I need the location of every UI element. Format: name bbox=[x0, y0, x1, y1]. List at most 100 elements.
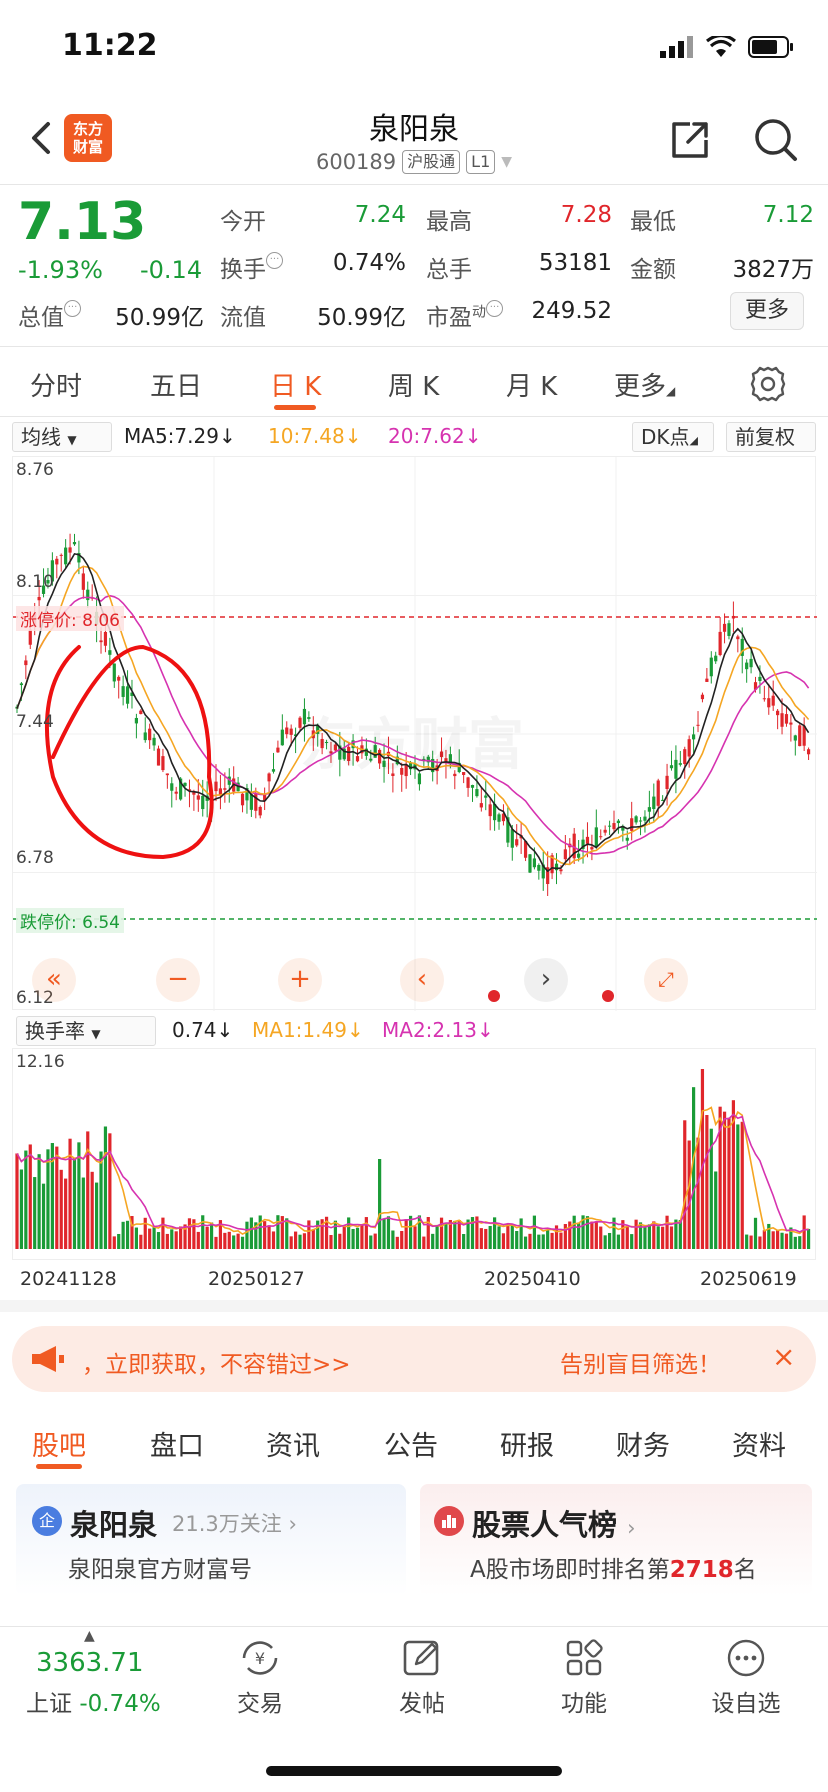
candle-body bbox=[156, 748, 161, 766]
candle-body bbox=[638, 820, 643, 822]
fullscreen-button[interactable]: ⤢ bbox=[644, 958, 688, 1002]
candle-body bbox=[722, 623, 727, 632]
tab-notice[interactable]: 公告 bbox=[384, 1431, 438, 1462]
settings-gear-icon[interactable] bbox=[748, 364, 788, 404]
banner-right-text[interactable]: 告别盲目筛选！ bbox=[560, 1352, 721, 1378]
tab-more[interactable]: 更多◢ bbox=[614, 366, 675, 403]
index-row[interactable]: 上证 -0.74% bbox=[26, 1684, 161, 1718]
company-card-subtitle: 泉阳泉官方财富号 bbox=[68, 1557, 252, 1583]
candle-body bbox=[599, 836, 603, 838]
indicator-selector[interactable]: 换手率 ▼ bbox=[16, 1016, 156, 1046]
volume-bar bbox=[493, 1217, 497, 1249]
candle-body bbox=[550, 855, 554, 874]
post-edit-icon[interactable] bbox=[400, 1636, 444, 1680]
volume-chart[interactable] bbox=[12, 1048, 816, 1260]
function-grid-icon[interactable] bbox=[562, 1636, 606, 1680]
rank-suffix: 名 bbox=[733, 1557, 757, 1583]
candle-body bbox=[249, 794, 253, 810]
volume-bar bbox=[55, 1146, 59, 1249]
caret-down-icon[interactable]: ▼ bbox=[501, 154, 513, 170]
volume-bar bbox=[125, 1220, 130, 1249]
mktcap-label[interactable]: 总值 ··· bbox=[18, 298, 81, 332]
last-price: 7.13 bbox=[18, 192, 147, 252]
company-card[interactable] bbox=[16, 1484, 406, 1596]
event-dot[interactable] bbox=[488, 990, 500, 1002]
back-icon[interactable] bbox=[22, 118, 62, 158]
volume-bar bbox=[656, 1226, 660, 1249]
candle-body bbox=[453, 773, 457, 777]
tab-weekly-k[interactable]: 周 K bbox=[388, 372, 440, 402]
candle-body bbox=[422, 758, 426, 761]
vol-ma2-line bbox=[16, 1113, 809, 1233]
nav-post[interactable]: 发帖 bbox=[399, 1691, 445, 1717]
adjust-button[interactable]: 前复权 bbox=[726, 422, 816, 452]
tab-profile[interactable]: 资料 bbox=[732, 1431, 786, 1462]
tab-guba[interactable]: 股吧 bbox=[32, 1431, 86, 1462]
promo-banner[interactable] bbox=[12, 1326, 816, 1392]
zoom-in-button[interactable]: + bbox=[278, 958, 322, 1002]
tab-daily-k[interactable]: 日 K bbox=[270, 372, 322, 402]
volume-bar bbox=[444, 1223, 448, 1249]
search-icon[interactable] bbox=[752, 116, 800, 164]
caret-icon: ◢ bbox=[666, 384, 676, 398]
more-dots-icon[interactable] bbox=[724, 1636, 768, 1680]
tab-monthly-k[interactable]: 月 K bbox=[506, 372, 558, 402]
caret-up-icon: ▲ bbox=[84, 1628, 95, 1644]
tab-finance[interactable]: 财务 bbox=[616, 1431, 670, 1462]
pe-label[interactable]: 市盈动 ··· bbox=[426, 298, 503, 332]
popularity-card-title[interactable]: 股票人气榜 › bbox=[472, 1502, 636, 1544]
candle-body bbox=[404, 764, 408, 777]
volume-bar bbox=[117, 1233, 121, 1249]
candle-body bbox=[479, 803, 483, 808]
candle-body bbox=[112, 663, 116, 682]
banner-left-text[interactable]: ，立即获取，不容错过>> bbox=[82, 1352, 351, 1378]
tab-intraday[interactable]: 分时 bbox=[30, 372, 83, 402]
nav-add-watchlist[interactable]: 设自选 bbox=[711, 1691, 781, 1717]
tab-five-day[interactable]: 五日 bbox=[150, 372, 203, 402]
caret-down-icon: ▼ bbox=[67, 433, 77, 447]
stock-code-row[interactable]: 600189 沪股通 L1 ▼ bbox=[0, 150, 828, 174]
volume-bar bbox=[351, 1228, 355, 1249]
info-icon[interactable]: ··· bbox=[486, 300, 503, 317]
volume-bar bbox=[625, 1226, 629, 1249]
company-card-title[interactable]: 泉阳泉 bbox=[70, 1508, 158, 1542]
share-icon[interactable] bbox=[666, 116, 714, 164]
scroll-left-button[interactable]: ‹ bbox=[400, 958, 444, 1002]
turnover-label[interactable]: 换手 ··· bbox=[220, 250, 283, 284]
close-icon[interactable]: × bbox=[772, 1340, 796, 1373]
low-value: 7.12 bbox=[762, 202, 814, 228]
volume-bar bbox=[674, 1219, 678, 1249]
scroll-right-button[interactable]: › bbox=[524, 958, 568, 1002]
dk-point-button[interactable]: DK点◢ bbox=[632, 422, 714, 452]
volume-bar bbox=[342, 1225, 346, 1249]
candle-body bbox=[767, 698, 771, 708]
volume-bar bbox=[506, 1223, 510, 1249]
nav-trade[interactable]: 交易 bbox=[237, 1691, 283, 1717]
event-dot[interactable] bbox=[602, 990, 614, 1002]
tab-research[interactable]: 研报 bbox=[500, 1431, 554, 1462]
volume-bar bbox=[276, 1215, 280, 1249]
zoom-out-button[interactable]: − bbox=[156, 958, 200, 1002]
volume-bar bbox=[484, 1228, 488, 1249]
candle-body bbox=[806, 749, 811, 755]
popularity-card[interactable] bbox=[420, 1484, 812, 1596]
home-indicator[interactable] bbox=[266, 1766, 562, 1776]
volume-bar bbox=[780, 1232, 784, 1249]
ma-selector[interactable]: 均线 ▼ bbox=[12, 422, 112, 452]
kline-chart[interactable] bbox=[12, 456, 817, 1011]
scroll-left-fast-button[interactable]: « bbox=[32, 958, 76, 1002]
tab-pankou[interactable]: 盘口 bbox=[150, 1431, 204, 1462]
index-value[interactable]: 3363.71 bbox=[36, 1648, 144, 1678]
tab-news[interactable]: 资讯 bbox=[266, 1431, 320, 1462]
volume-bar bbox=[758, 1236, 762, 1249]
nav-function[interactable]: 功能 bbox=[561, 1691, 607, 1717]
candle-body bbox=[590, 847, 594, 850]
volume-bar bbox=[457, 1219, 461, 1249]
candle-body bbox=[338, 745, 342, 760]
info-icon[interactable]: ··· bbox=[266, 252, 283, 269]
more-button[interactable]: 更多 bbox=[730, 292, 804, 330]
trade-icon[interactable]: ¥ bbox=[238, 1636, 282, 1680]
info-icon[interactable]: ··· bbox=[64, 300, 81, 317]
candle-body bbox=[448, 754, 452, 765]
candle-body bbox=[634, 816, 638, 823]
